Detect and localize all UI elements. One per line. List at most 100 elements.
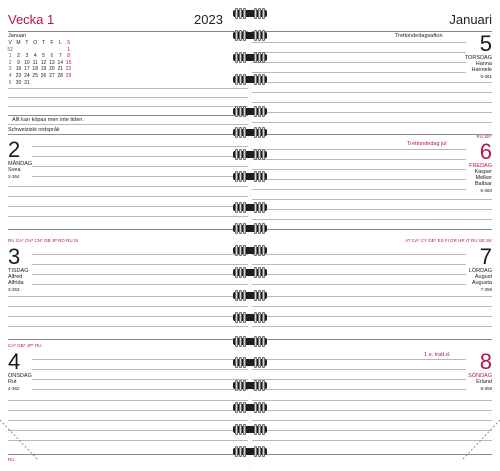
- spiral-ring: [229, 312, 271, 323]
- calendar-day: 17: [24, 66, 30, 73]
- name-day-sat-1: August: [474, 274, 492, 280]
- writing-line: [252, 219, 492, 220]
- writing-line: [252, 306, 492, 307]
- day-number-tue: 3: [8, 244, 21, 269]
- writing-line: [252, 316, 492, 317]
- writing-line: [32, 146, 248, 147]
- mini-calendar: V M T O T F L S 52 1 1 2 3 4 5 6 7 8 2 9 10 11 12 13 14 15 3 16 17 18…: [6, 40, 73, 86]
- spiral-ring: [229, 402, 271, 413]
- day-name-sun: SÖNDAG: [468, 373, 492, 379]
- calendar-day: 29: [65, 72, 72, 79]
- name-day-sun: Erland: [476, 379, 492, 385]
- writing-line: [252, 169, 466, 170]
- day-separator: [252, 134, 492, 135]
- day-separator: [8, 134, 248, 135]
- writing-line: [252, 209, 492, 210]
- spiral-ring: [229, 30, 271, 41]
- spiral-ring: [229, 8, 271, 19]
- calendar-day: 22: [65, 66, 72, 73]
- day-number-mon: 2: [8, 137, 21, 162]
- writing-line: [252, 122, 492, 123]
- event-sun: 1 e. tratt.d.: [424, 352, 451, 358]
- name-day-mon: Svea: [8, 167, 21, 173]
- calendar-day: 6: [50, 53, 54, 60]
- writing-line: [252, 400, 492, 401]
- note-line: [8, 124, 248, 125]
- day-separator: [252, 339, 492, 340]
- writing-line: [252, 274, 466, 275]
- calendar-day: 19: [40, 66, 47, 73]
- calendar-day: [48, 80, 56, 87]
- day-name-sat: LÖRDAG: [468, 268, 492, 274]
- writing-line: [252, 359, 466, 360]
- writing-line: [252, 149, 466, 150]
- day-separator: [252, 229, 492, 230]
- spiral-ring: [229, 74, 271, 85]
- spiral-ring: [229, 267, 271, 278]
- calendar-day: 23: [15, 72, 22, 79]
- calendar-day: 21: [57, 66, 64, 73]
- header-rule: [252, 31, 492, 32]
- week-number: 4: [8, 72, 12, 79]
- day-number-wed: 4: [8, 349, 21, 374]
- note-line: [8, 97, 248, 98]
- calendar-day: 5: [42, 53, 45, 60]
- weekday-header: F: [50, 40, 54, 46]
- spiral-ring: [229, 171, 271, 182]
- name-day-fri-2: Melker: [475, 175, 492, 181]
- day-name-wed: ONSDAG: [8, 373, 32, 379]
- writing-line: [252, 159, 466, 160]
- calendar-day: [31, 80, 39, 87]
- calendar-day: 9: [17, 59, 20, 66]
- writing-line: [252, 326, 492, 327]
- day-count-sat: 7-359: [480, 287, 492, 292]
- calendar-day: 14: [57, 59, 64, 66]
- note-line: [8, 88, 248, 89]
- spiral-ring: [229, 202, 271, 213]
- calendar-day: 28: [57, 72, 64, 79]
- day-count-sun: 8-358: [480, 386, 492, 391]
- writing-line: [252, 430, 492, 431]
- writing-line: [32, 379, 248, 380]
- writing-line: [252, 284, 466, 285]
- quote-text: Allt kan köpas men inte tiden.: [12, 117, 84, 123]
- calendar-day: [39, 47, 47, 54]
- spiral-ring: [229, 106, 271, 117]
- writing-line: [32, 359, 248, 360]
- writing-line: [32, 274, 248, 275]
- name-day-tue-2: Alfrida: [8, 280, 24, 286]
- writing-line: [8, 326, 248, 327]
- writing-line: [252, 62, 466, 63]
- day-number-sat: 7: [479, 244, 492, 269]
- name-day-thu-1: Hanna: [475, 61, 492, 67]
- writing-line: [8, 186, 248, 187]
- calendar-day: 13: [49, 59, 55, 66]
- calendar-day: [48, 47, 56, 54]
- writing-line: [252, 52, 466, 53]
- right-page: Januari Trettondedagsafton 5 TORSDAG Han…: [252, 0, 500, 471]
- calendar-day: 27: [49, 72, 55, 79]
- spiral-ring: [229, 223, 271, 234]
- event-thu: Trettondedagsafton: [395, 33, 443, 39]
- calendar-day: [31, 47, 39, 54]
- writing-line: [252, 82, 492, 83]
- month-label: Januari: [449, 12, 492, 27]
- header-rule: [8, 31, 248, 32]
- writing-line: [252, 264, 466, 265]
- weekday-header: O: [33, 40, 38, 46]
- spiral-ring: [229, 446, 271, 457]
- note-line: [8, 115, 248, 116]
- name-day-tue-1: Alfred: [8, 274, 23, 280]
- day-name-fri: FREDAG: [469, 163, 492, 169]
- calendar-day: 18: [32, 66, 38, 73]
- day-name-tue: TISDAG: [8, 268, 29, 274]
- writing-line: [252, 42, 466, 43]
- day-count-thu: 5-361: [480, 74, 492, 79]
- country-tags-sat: AT CA* CY DE* ES FI GR HR IT RU SE SK: [405, 238, 492, 243]
- writing-line: [252, 92, 492, 93]
- writing-line: [32, 264, 248, 265]
- writing-line: [8, 206, 248, 207]
- proverb-source: Schweiziskt ordspråk: [8, 127, 60, 133]
- calendar-day: 16: [15, 66, 22, 73]
- calendar-day: 12: [40, 59, 47, 66]
